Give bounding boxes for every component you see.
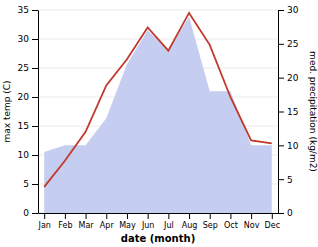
tick-label: Jun — [141, 221, 155, 230]
tick: Apr — [100, 213, 115, 230]
tick: 15 — [18, 121, 38, 131]
tick-label: Jan — [38, 221, 51, 230]
tick: Dec — [265, 213, 280, 230]
marks — [44, 13, 272, 213]
tick-mark — [32, 10, 38, 11]
tick: Aug — [182, 213, 198, 230]
tick: 15 — [278, 107, 298, 117]
tick: 5 — [23, 179, 38, 189]
tick-label: 15 — [287, 107, 298, 117]
tick-label: Sep — [203, 221, 218, 230]
line — [44, 13, 272, 187]
tick-label: 0 — [287, 208, 293, 218]
tick: 0 — [23, 208, 38, 218]
tick-mark — [278, 213, 284, 214]
tick-mark — [106, 213, 107, 219]
area — [44, 17, 272, 213]
tick-mark — [32, 184, 38, 185]
tick-label: Apr — [100, 221, 115, 230]
tick-mark — [251, 213, 252, 219]
x-axis-title: date (month) — [121, 233, 195, 244]
tick: Jul — [163, 213, 174, 230]
tick-mark — [278, 145, 284, 146]
tick: 10 — [18, 150, 38, 160]
tick-mark — [278, 179, 284, 180]
tick-label: Jul — [163, 221, 174, 230]
tick-mark — [278, 10, 284, 11]
tick-mark — [127, 213, 128, 219]
tick-mark — [230, 213, 231, 219]
tick-mark — [65, 213, 66, 219]
tick-mark — [278, 78, 284, 79]
tick-label: May — [119, 221, 136, 230]
tick: Nov — [244, 213, 260, 230]
tick-mark — [189, 213, 190, 219]
tick: Jun — [141, 213, 155, 230]
tick-label: Oct — [224, 221, 238, 230]
tick: 30 — [278, 5, 299, 15]
tick: Feb — [58, 213, 72, 230]
tick-label: 30 — [18, 34, 30, 44]
tick: Oct — [224, 213, 238, 230]
tick-label: Feb — [58, 221, 72, 230]
tick: 25 — [278, 39, 298, 49]
axis-line — [38, 11, 39, 214]
tick-label: 20 — [287, 73, 299, 83]
tick-label: 0 — [23, 208, 29, 218]
tick-mark — [32, 68, 38, 69]
tick: Jan — [38, 213, 51, 230]
tick: May — [119, 213, 136, 230]
tick-label: 15 — [18, 121, 29, 131]
grid — [38, 10, 278, 213]
tick-label: 10 — [18, 150, 30, 160]
tick: 10 — [278, 141, 299, 151]
tick-mark — [32, 39, 38, 40]
tick-label: 10 — [287, 141, 299, 151]
tick: Sep — [203, 213, 218, 230]
tick: 35 — [18, 5, 38, 15]
tick-label: 20 — [18, 92, 30, 102]
tick-label: Dec — [265, 221, 280, 230]
tick: 20 — [278, 73, 299, 83]
x-axis: Jan Feb Mar Apr May Jun Jul Aug Sep Oct Nov Dec — [38, 213, 281, 230]
tick-label: Nov — [244, 221, 260, 230]
tick: 25 — [18, 63, 38, 73]
tick: 0 — [278, 208, 293, 218]
tick-mark — [32, 213, 38, 214]
y-axis: 0 5 10 15 20 25 30 35 — [18, 5, 39, 218]
y2-axis: 0 5 10 15 20 25 30 — [278, 5, 299, 218]
tick-mark — [278, 112, 284, 113]
tick-label: 35 — [18, 5, 29, 15]
tick-label: 30 — [287, 5, 299, 15]
tick-mark — [86, 213, 87, 219]
tick-mark — [44, 213, 45, 219]
tick-mark — [278, 44, 284, 45]
tick-mark — [32, 155, 38, 156]
grid-line — [38, 10, 278, 11]
tick-mark — [32, 97, 38, 98]
tick: 20 — [18, 92, 38, 102]
chart: Jan Feb Mar Apr May Jun Jul Aug Sep Oct Nov Dec 0 5 10… — [0, 0, 318, 247]
tick-label: 25 — [287, 39, 298, 49]
tick-label: Aug — [182, 221, 198, 230]
y2-axis-title: med. precipitation (kg/m2) — [308, 51, 318, 172]
tick-mark — [148, 213, 149, 219]
tick-label: 25 — [18, 63, 29, 73]
tick-mark — [32, 126, 38, 127]
tick: Mar — [79, 213, 95, 230]
tick-mark — [168, 213, 169, 219]
tick: 30 — [18, 34, 38, 44]
tick-label: Mar — [79, 221, 95, 230]
tick-mark — [272, 213, 273, 219]
tick-mark — [210, 213, 211, 219]
y-axis-title: max temp (C) — [2, 80, 12, 142]
tick-label: 5 — [287, 175, 293, 185]
tick: 5 — [278, 175, 293, 185]
tick-label: 5 — [23, 179, 29, 189]
axis-line — [39, 213, 279, 214]
